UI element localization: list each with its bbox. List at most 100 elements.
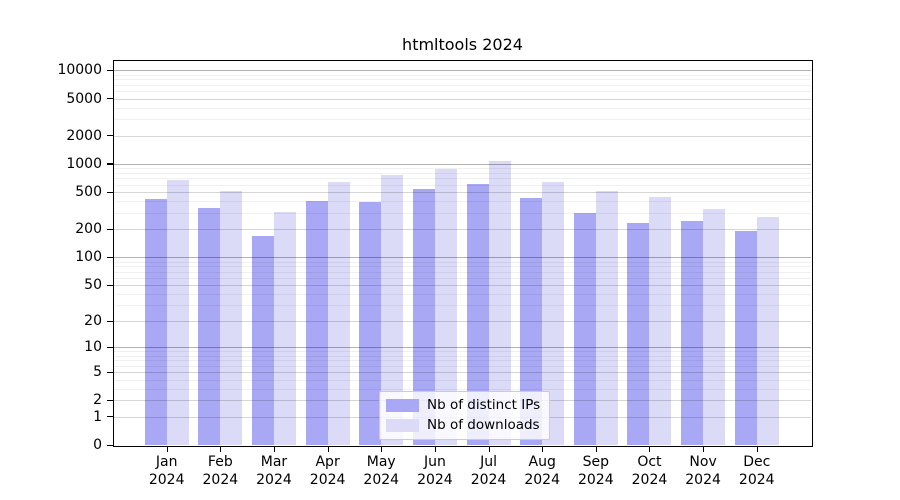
x-tick-label: Nov 2024 — [668, 454, 738, 489]
y-tick-mark — [106, 444, 113, 446]
y-tick-mark — [106, 191, 113, 193]
x-tick-year: 2024 — [524, 471, 560, 488]
gridline-minor — [114, 173, 811, 175]
x-tick-month: Oct — [637, 454, 662, 470]
gridline-minor — [114, 79, 811, 81]
y-tick-label: 1000 — [66, 155, 102, 172]
gridline-minor — [114, 74, 811, 76]
y-tick-label: 100 — [75, 249, 102, 266]
gridline-major — [114, 70, 811, 72]
y-tick-label: 10000 — [57, 62, 102, 79]
bar-downloads — [756, 216, 779, 445]
bar-distinct-ips — [681, 221, 704, 445]
x-tick-month: Aug — [528, 454, 556, 470]
x-tick-month: Jun — [423, 454, 446, 470]
x-tick-year: 2024 — [256, 471, 292, 488]
y-tick-mark — [106, 163, 113, 165]
x-tick-mark — [220, 446, 222, 452]
y-tick-mark — [106, 371, 113, 373]
x-tick-month: Sep — [582, 454, 609, 470]
x-tick-year: 2024 — [470, 471, 507, 488]
bar-downloads — [434, 168, 457, 445]
bar-downloads — [327, 182, 350, 445]
legend-item-downloads: Nb of downloads — [386, 418, 540, 433]
bar-downloads — [595, 191, 618, 445]
legend: Nb of distinct IPs Nb of downloads — [379, 391, 551, 440]
gridline-minor — [114, 168, 811, 170]
x-tick-mark — [595, 446, 597, 452]
bar-distinct-ips — [359, 202, 382, 445]
x-tick-month: Dec — [743, 454, 771, 470]
x-tick-year: 2024 — [202, 471, 239, 488]
x-tick-year: 2024 — [738, 471, 775, 488]
y-tick-label: 50 — [84, 277, 102, 294]
x-tick-year: 2024 — [363, 471, 400, 488]
plot-area: Nb of distinct IPs Nb of downloads — [112, 59, 813, 447]
bar-distinct-ips — [520, 198, 543, 445]
x-tick-mark — [649, 446, 651, 452]
x-tick-month: Apr — [315, 454, 340, 470]
x-tick-mark — [434, 446, 436, 452]
x-tick-mark — [273, 446, 275, 452]
bar-distinct-ips — [734, 230, 757, 445]
x-tick-label: Jan 2024 — [132, 454, 202, 489]
gridline-minor — [114, 178, 811, 180]
x-tick-year: 2024 — [309, 471, 346, 488]
bar-downloads — [166, 179, 189, 445]
bar-distinct-ips — [144, 198, 167, 445]
gridline-major — [114, 98, 811, 100]
gridline-major — [114, 135, 811, 137]
gridline-minor — [114, 119, 811, 121]
x-tick-year: 2024 — [577, 471, 614, 488]
bar-downloads — [220, 190, 243, 445]
y-tick-label: 10 — [84, 339, 102, 356]
bar-distinct-ips — [412, 189, 435, 445]
bar-distinct-ips — [198, 207, 221, 445]
y-tick-label: 5 — [93, 364, 102, 381]
legend-label-downloads: Nb of downloads — [427, 417, 540, 433]
y-tick-label: 20 — [84, 313, 102, 330]
x-tick-month: Mar — [260, 454, 288, 470]
gridline-minor — [114, 201, 811, 203]
legend-swatch-downloads — [386, 419, 419, 432]
bar-distinct-ips — [627, 222, 650, 445]
y-tick-label: 5000 — [66, 90, 102, 107]
x-tick-year: 2024 — [148, 471, 185, 488]
y-tick-label: 0 — [93, 437, 102, 453]
chart-title: htmltools 2024 — [402, 35, 523, 54]
y-tick-label: 2 — [93, 392, 102, 409]
x-tick-mark — [166, 446, 168, 452]
x-tick-mark — [381, 446, 383, 452]
gridline-minor — [114, 84, 811, 86]
x-tick-label: Feb 2024 — [185, 454, 255, 489]
legend-label-distinct-ips: Nb of distinct IPs — [427, 397, 541, 413]
y-tick-mark — [106, 256, 113, 258]
x-tick-mark — [488, 446, 490, 452]
x-tick-label: Jun 2024 — [400, 454, 470, 489]
bar-distinct-ips — [573, 212, 596, 445]
y-tick-mark — [106, 284, 113, 286]
y-tick-mark — [106, 320, 113, 322]
x-tick-year: 2024 — [685, 471, 721, 488]
legend-swatch-distinct-ips — [386, 399, 419, 412]
y-tick-label: 500 — [75, 184, 102, 201]
x-tick-month: Jan — [155, 454, 178, 470]
bar-downloads — [381, 174, 404, 445]
bar-distinct-ips — [251, 235, 274, 445]
x-tick-year: 2024 — [631, 471, 668, 488]
gridline-minor — [114, 184, 811, 186]
x-tick-label: Aug 2024 — [507, 454, 577, 489]
x-tick-mark — [756, 446, 758, 452]
y-tick-label: 2000 — [66, 127, 102, 144]
bar-downloads — [542, 182, 565, 445]
y-tick-mark — [106, 69, 113, 72]
y-tick-mark — [106, 346, 113, 349]
bar-downloads — [273, 211, 296, 445]
bar-downloads — [488, 161, 511, 445]
x-tick-label: Mar 2024 — [239, 454, 309, 489]
y-tick-mark — [106, 399, 113, 401]
bar-distinct-ips — [466, 184, 489, 445]
x-tick-mark — [703, 446, 705, 452]
gridline-minor — [114, 91, 811, 93]
